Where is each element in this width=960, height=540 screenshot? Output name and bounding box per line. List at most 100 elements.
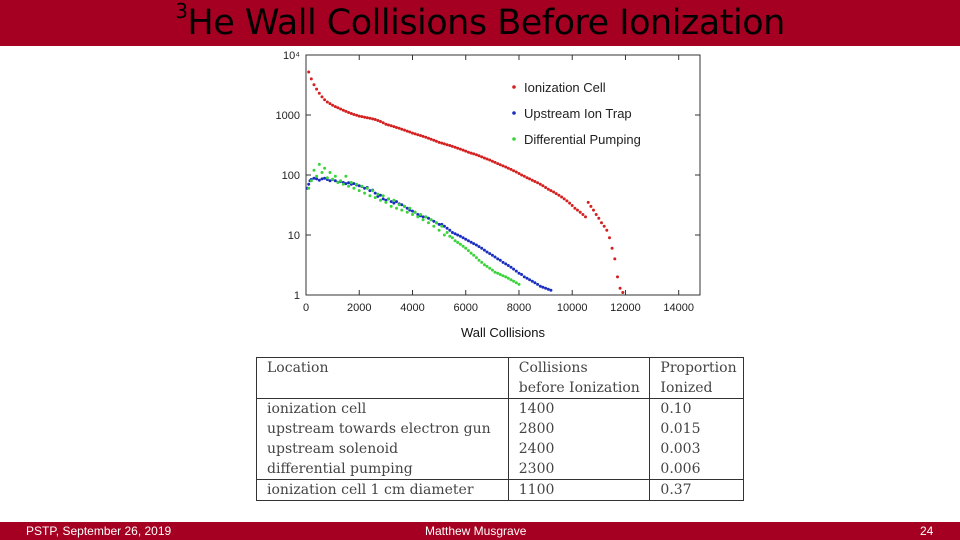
data-point	[371, 189, 375, 193]
data-point	[320, 95, 324, 99]
data-point	[400, 203, 404, 207]
data-point	[432, 224, 436, 228]
data-point	[320, 177, 324, 181]
data-point	[328, 171, 332, 174]
data-point	[419, 213, 422, 216]
data-point	[578, 210, 582, 214]
data-point	[506, 264, 510, 267]
data-point	[309, 179, 313, 183]
data-point	[568, 201, 572, 205]
data-point	[453, 232, 457, 236]
data-point	[538, 182, 542, 186]
cell-location: upstream towards electron gun	[256, 419, 509, 439]
table-row: upstream solenoid 2400 0.003	[256, 439, 744, 459]
data-point	[581, 213, 585, 216]
data-point	[562, 197, 566, 201]
cell-location: ionization cell 1 cm diameter	[256, 479, 509, 501]
data-point	[482, 263, 486, 267]
data-point	[541, 184, 545, 188]
data-point	[320, 171, 324, 174]
legend-marker	[512, 85, 516, 89]
data-point	[411, 131, 414, 135]
x-tick-label: 2000	[347, 302, 371, 314]
data-point	[411, 213, 414, 216]
data-point	[408, 206, 412, 210]
data-point	[419, 134, 422, 137]
data-point	[360, 184, 364, 188]
data-point	[594, 213, 598, 216]
legend-marker	[512, 111, 516, 115]
data-point	[397, 203, 401, 207]
data-point	[501, 260, 505, 264]
data-point	[427, 136, 430, 140]
data-point	[442, 233, 446, 237]
data-point	[437, 228, 441, 232]
data-point	[357, 184, 361, 188]
data-point	[528, 278, 532, 282]
y-tick-label: 100	[282, 170, 300, 182]
data-point	[480, 246, 484, 250]
data-point	[517, 271, 521, 275]
data-point	[565, 199, 569, 203]
data-point	[520, 273, 524, 276]
footer-event: PSTP, September 26, 2019	[26, 524, 172, 538]
plot-frame	[305, 54, 701, 296]
data-point	[341, 182, 345, 186]
legend-label: Differential Pumping	[524, 132, 641, 147]
data-point	[424, 135, 428, 139]
data-point	[546, 187, 550, 191]
data-point	[512, 279, 516, 283]
data-point	[485, 250, 489, 254]
data-point	[570, 204, 574, 207]
data-point	[456, 146, 460, 150]
data-point	[317, 162, 321, 166]
data-point	[341, 108, 345, 112]
header-location: Location	[256, 357, 509, 399]
data-point	[485, 157, 489, 161]
data-point	[434, 221, 438, 225]
data-point	[448, 144, 452, 147]
cell-proportion: 0.37	[649, 479, 744, 501]
data-point	[504, 165, 508, 169]
y-tick-label: 10⁴	[283, 50, 300, 62]
data-point	[373, 196, 377, 200]
data-point	[501, 164, 505, 168]
data-point	[546, 287, 550, 291]
data-point	[405, 129, 409, 133]
data-point	[605, 228, 609, 232]
data-point	[384, 198, 388, 202]
data-point	[520, 173, 524, 177]
footer-author: Matthew Musgrave	[425, 524, 527, 538]
data-point	[336, 181, 340, 184]
table-row: differential pumping 2300 0.006	[256, 459, 744, 480]
data-point	[373, 191, 377, 195]
x-tick-label: 6000	[453, 302, 477, 314]
cell-proportion: 0.10	[649, 398, 744, 419]
data-point	[469, 151, 473, 155]
data-point	[549, 189, 553, 193]
y-tick-label: 10	[288, 230, 300, 242]
data-point	[352, 113, 356, 116]
data-point	[474, 243, 478, 247]
data-point	[509, 278, 513, 282]
data-point	[309, 77, 313, 81]
data-point	[368, 116, 372, 120]
data-point	[512, 267, 516, 271]
data-point	[525, 276, 529, 280]
data-point	[498, 258, 502, 262]
title-bar	[0, 0, 960, 46]
cell-location: differential pumping	[256, 459, 509, 480]
data-point	[349, 112, 353, 115]
data-point	[480, 260, 484, 264]
data-point	[472, 253, 476, 257]
data-point	[389, 204, 393, 208]
data-point	[307, 186, 311, 190]
data-point	[522, 174, 526, 178]
slide-title: 3He Wall Collisions Before Ionization	[0, 0, 960, 46]
data-point	[392, 198, 396, 202]
data-point	[589, 204, 593, 208]
data-point	[363, 191, 367, 195]
data-point	[328, 102, 332, 106]
data-point	[365, 116, 369, 120]
data-point	[458, 147, 462, 151]
